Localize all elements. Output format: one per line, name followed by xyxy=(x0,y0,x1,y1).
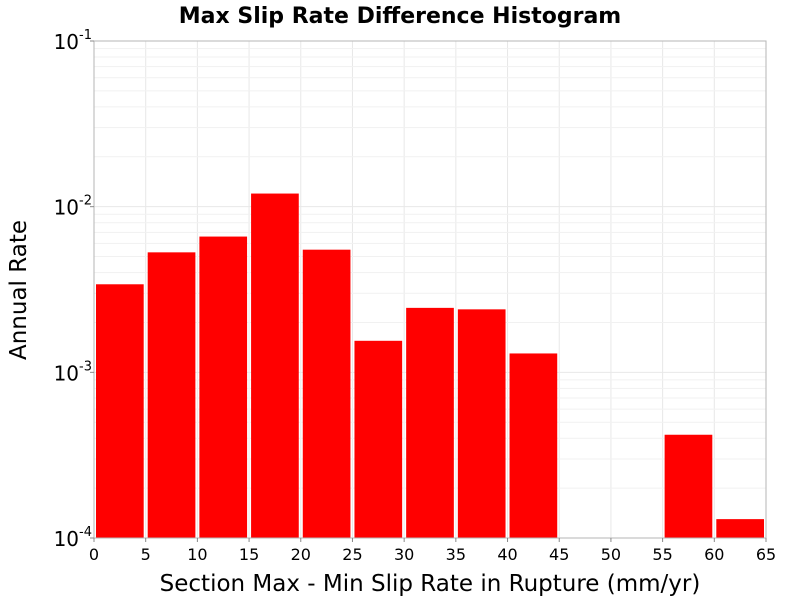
x-tick-label: 30 xyxy=(394,545,414,564)
x-axis-label: Section Max - Min Slip Rate in Rupture (… xyxy=(160,571,701,597)
x-tick-label: 55 xyxy=(652,545,672,564)
bar-60-65 xyxy=(716,519,764,538)
bar-15-20 xyxy=(251,193,299,538)
chart-title: Max Slip Rate Difference Histogram xyxy=(179,4,621,29)
bar-5-10 xyxy=(147,252,196,538)
bar-30-35 xyxy=(406,307,454,538)
x-tick-label: 25 xyxy=(342,545,362,564)
y-tick-label: 10-3 xyxy=(54,359,92,385)
bar-40-45 xyxy=(509,353,558,538)
y-axis-label: Annual Rate xyxy=(6,220,32,360)
bar-0-5 xyxy=(96,284,144,538)
y-tick-label: 10-1 xyxy=(54,28,92,54)
y-tick-label: 10-2 xyxy=(54,194,92,220)
bars xyxy=(96,193,764,538)
bar-55-60 xyxy=(664,434,713,538)
x-tick-label: 65 xyxy=(756,545,776,564)
y-tick-label: 10-4 xyxy=(54,525,92,551)
bar-10-15 xyxy=(199,236,248,538)
plot-frame xyxy=(93,40,767,539)
x-tick-label: 0 xyxy=(89,545,99,564)
x-tick-label: 50 xyxy=(601,545,621,564)
x-axis-ticks: 0 5 10 15 20 25 30 35 40 45 50 55 60 65 xyxy=(89,538,776,564)
bar-25-30 xyxy=(354,340,403,538)
x-tick-label: 60 xyxy=(704,545,724,564)
x-tick-label: 20 xyxy=(291,545,311,564)
x-tick-label: 45 xyxy=(549,545,569,564)
bar-35-40 xyxy=(457,309,506,538)
y-axis-ticks: 10-4 10-3 10-2 10-1 xyxy=(54,28,94,551)
bar-20-25 xyxy=(302,249,351,538)
x-tick-label: 10 xyxy=(187,545,207,564)
x-tick-label: 35 xyxy=(446,545,466,564)
x-tick-label: 5 xyxy=(141,545,151,564)
x-tick-label: 40 xyxy=(497,545,517,564)
x-tick-label: 15 xyxy=(239,545,259,564)
